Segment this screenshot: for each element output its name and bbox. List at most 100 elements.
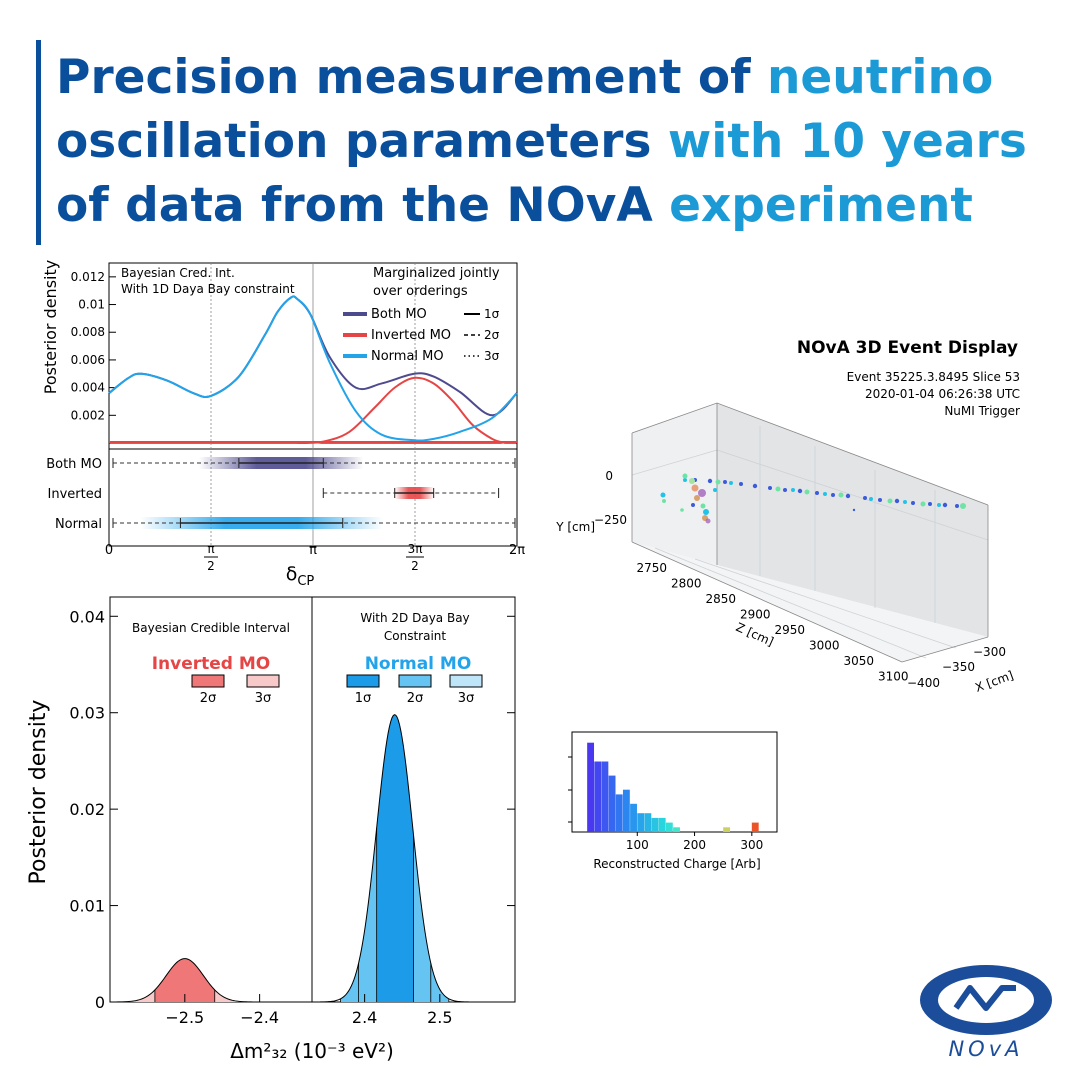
- logo-wave-icon: [953, 985, 1016, 1011]
- legend-swatch-normal: [343, 354, 367, 358]
- histogram-bar: [751, 822, 759, 832]
- dcp-y-tick-label: 0.008: [71, 325, 105, 339]
- dm-x-tick-label: 2.4: [352, 1008, 377, 1027]
- histogram-bar: [622, 789, 630, 832]
- legend-label-normal: Normal MO: [371, 349, 444, 364]
- dcp-legend: Both MO Inverted MO Normal MO 1σ 2σ 3σ: [343, 307, 500, 364]
- histogram-bar: [673, 827, 680, 832]
- dcp-note-right-2: over orderings: [373, 284, 468, 299]
- dcp-y-tick-label: 0.006: [71, 353, 105, 367]
- x-tick-pi-half-num: π: [207, 542, 214, 556]
- legend-normal-1sigma: [346, 674, 380, 688]
- dm-right-note-1: With 2D Daya Bay: [360, 611, 469, 625]
- row-label-both: Both MO: [46, 457, 102, 472]
- dm-interval-2σ: [154, 958, 215, 1002]
- legend-inverted-2sigma: [191, 674, 225, 688]
- title-part-highlight: with 10 years: [667, 114, 1027, 169]
- histogram-x-tick-label: 100: [626, 838, 649, 852]
- dm-left-title: Inverted MO: [152, 654, 271, 674]
- dm-posterior-outline: [109, 958, 312, 1003]
- dm-y-axis-label: Posterior density: [26, 700, 51, 885]
- dm-right-note-2: Constraint: [384, 629, 447, 643]
- dm-right-title: Normal MO: [365, 654, 472, 674]
- legend-normal-2sigma: [398, 674, 432, 688]
- dm-x-tick-label: −2.5: [165, 1008, 204, 1027]
- dcp-x-ticks: 0 π 2 π 3π 2 2π: [105, 542, 525, 573]
- legend-label-1sigma: 1σ: [484, 307, 500, 321]
- legend-swatch-both: [343, 312, 367, 316]
- z-tick-label: 2750: [636, 561, 667, 575]
- x-tick-3pi-half-num: 3π: [408, 542, 423, 556]
- dcp-note-left-2: With 1D Daya Bay constraint: [121, 282, 295, 296]
- dcp-y-tick-label: 0.004: [71, 381, 105, 395]
- dcp-y-tick-label: 0.002: [71, 408, 105, 422]
- event-info-line-3: NuMI Trigger: [944, 404, 1020, 418]
- dm-normal-curve: [312, 714, 515, 1003]
- event-display-title: NOvA 3D Event Display: [797, 338, 1018, 358]
- dm-x-tick-label: −2.4: [240, 1008, 279, 1027]
- x-tick-pi: π: [309, 543, 317, 558]
- title-part-highlight: experiment: [669, 178, 973, 233]
- histogram-bar: [587, 742, 595, 832]
- z-tick-label: 3050: [843, 654, 874, 668]
- histogram-bars: [587, 742, 759, 832]
- histogram-bar: [601, 761, 609, 832]
- x-tick-0: 0: [105, 543, 113, 558]
- histogram-bar: [658, 817, 666, 832]
- dcp-y-ticks: 0.002 0.004 0.006 0.008 0.01 0.012: [71, 270, 116, 422]
- z-tick-label: 2800: [671, 577, 702, 591]
- dm-interval-1σ: [376, 714, 414, 1002]
- histogram-x-axis-label: Reconstructed Charge [Arb]: [593, 857, 760, 871]
- event-hits: [660, 473, 966, 524]
- dcp-y-tick-label: 0.012: [71, 270, 105, 284]
- z-tick-label: 2850: [705, 592, 736, 606]
- histogram-x-ticks: 100 200 300: [626, 832, 763, 852]
- dcp-posterior-chart: Posterior density 0.0020.0040.0060.0080.…: [41, 260, 525, 589]
- dcp-interval-bands: [112, 457, 516, 529]
- dcp-y-tick-label: 0.01: [78, 298, 105, 312]
- dm-y-tick-label: 0.03: [69, 704, 105, 723]
- y-tick-neg250: −250: [594, 513, 627, 527]
- x-tick-2pi: 2π: [509, 543, 525, 558]
- dm-right-sigma-3: 3σ: [458, 691, 475, 706]
- logo-ellipse-inner: [938, 977, 1034, 1023]
- z-tick-label: 3100: [878, 670, 909, 684]
- dcp-series: [108, 295, 518, 444]
- histogram-bar: [594, 761, 602, 832]
- legend-label-both: Both MO: [371, 307, 427, 322]
- title-part: oscillation parameters: [56, 114, 668, 169]
- histogram-bar: [665, 822, 673, 832]
- dm-right-sigma-2: 2σ: [407, 691, 424, 706]
- histogram-bar: [608, 775, 616, 832]
- dcp-note-left-1: Bayesian Cred. Int.: [121, 266, 235, 280]
- legend-label-inverted: Inverted MO: [371, 328, 451, 343]
- z-axis-label: Z [cm]: [734, 620, 776, 649]
- x-tick-3pi-half-den: 2: [411, 559, 419, 573]
- histogram-bar: [644, 813, 652, 832]
- z-tick-label: 3000: [809, 639, 840, 653]
- x-tick-neg300: −300: [973, 645, 1006, 659]
- dm-left-note: Bayesian Credible Interval: [132, 621, 290, 635]
- y-axis-label: Y [cm]: [555, 520, 595, 534]
- x-axis-label: X [cm]: [973, 668, 1015, 695]
- dcp-series-normal-mo: [108, 295, 518, 442]
- dm-y-ticks: 0 0.01 0.02 0.03 0.04: [69, 607, 515, 1012]
- dm-x-ticks: −2.5 −2.4 2.4 2.5: [165, 994, 453, 1027]
- row-label-inverted: Inverted: [48, 487, 102, 502]
- row-label-normal: Normal: [55, 517, 102, 532]
- event-display-3d: NOvA 3D Event Display Event 35225.3.8495…: [555, 338, 1020, 695]
- dm-y-tick-label: 0: [95, 993, 105, 1012]
- legend-swatch-inverted: [343, 333, 367, 337]
- dcp-series-inverted-mo: [297, 376, 506, 444]
- histogram-bar: [651, 817, 659, 832]
- legend-label-3sigma: 3σ: [484, 349, 500, 363]
- z-tick-label: 2950: [774, 623, 805, 637]
- page-title: Precision measurement of neutrino oscill…: [56, 46, 1056, 238]
- logo-text: NOvA: [948, 1037, 1023, 1061]
- x-tick-neg350: −350: [942, 660, 975, 674]
- dm-left-sigma-3: 3σ: [255, 691, 272, 706]
- dm-y-tick-label: 0.01: [69, 897, 105, 916]
- histogram-bar: [723, 827, 731, 832]
- dm-left-sigma-2: 2σ: [200, 691, 217, 706]
